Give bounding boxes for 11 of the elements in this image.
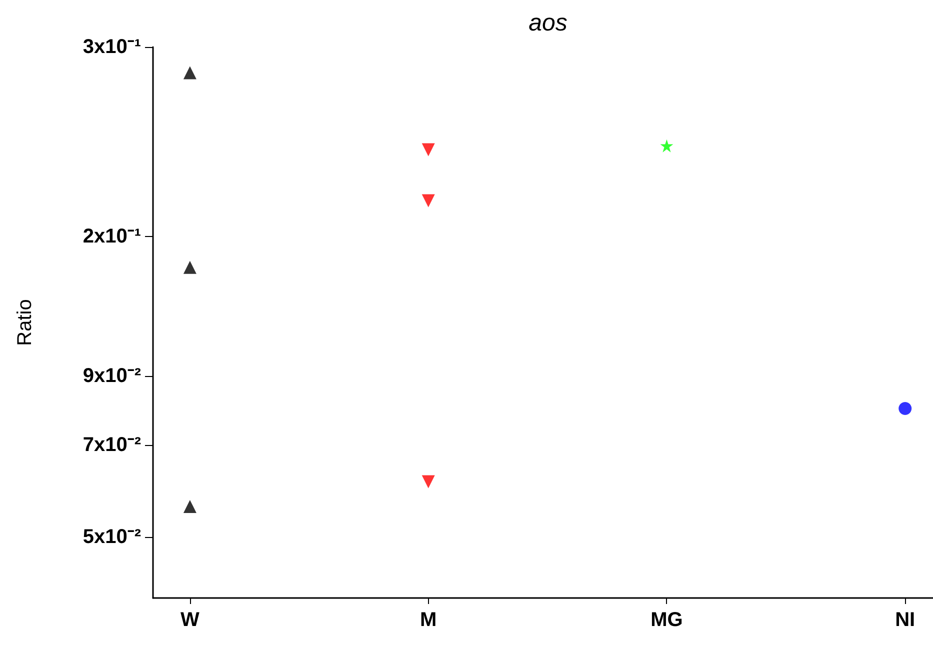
x-tick-label: NI xyxy=(895,609,916,631)
y-tick-label: 7x10⁻² xyxy=(82,434,142,456)
y-axis-title: Ratio xyxy=(14,299,36,346)
chart-title: aos xyxy=(528,10,568,36)
x-tick-label: MG xyxy=(650,609,683,631)
y-tick-label: 9x10⁻² xyxy=(82,365,142,388)
y-tick-label: 2x10⁻¹ xyxy=(82,226,142,248)
x-tick-label: M xyxy=(420,609,437,631)
x-tick-label: W xyxy=(180,609,200,631)
y-tick-label: 3x10⁻¹ xyxy=(82,36,142,58)
y-tick-label: 5x10⁻² xyxy=(82,526,142,548)
